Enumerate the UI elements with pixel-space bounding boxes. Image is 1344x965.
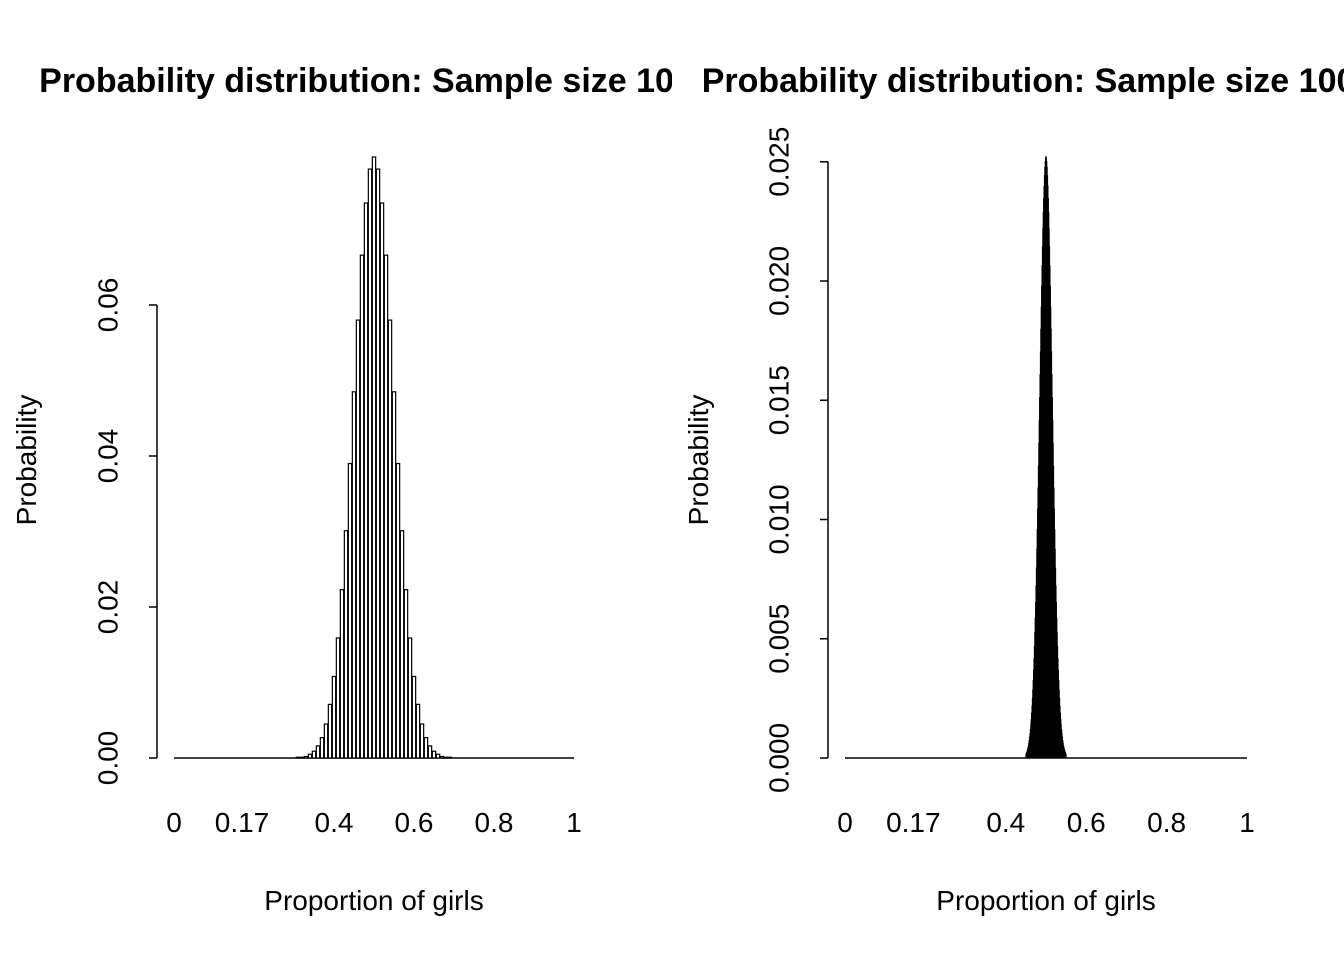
x-tick-label: 0.17 bbox=[215, 807, 270, 838]
bar bbox=[388, 320, 391, 758]
bar bbox=[348, 464, 351, 758]
bar bbox=[432, 751, 435, 758]
bar bbox=[424, 738, 427, 758]
y-tick-label: 0.010 bbox=[763, 484, 794, 554]
bar bbox=[340, 590, 343, 758]
y-tick-label: 0.02 bbox=[92, 580, 123, 635]
y-tick-label: 0.015 bbox=[763, 365, 794, 435]
bar bbox=[376, 169, 379, 758]
x-tick-label: 0 bbox=[837, 807, 853, 838]
bar bbox=[416, 704, 419, 758]
bar bbox=[304, 756, 307, 758]
y-axis-label: Probability bbox=[11, 395, 42, 526]
x-tick-label: 0.8 bbox=[475, 807, 514, 838]
x-tick-label: 0.8 bbox=[1147, 807, 1186, 838]
chart-title: Probability distribution: Sample size 10… bbox=[702, 62, 1344, 100]
y-axis-label: Probability bbox=[683, 395, 714, 526]
bar bbox=[448, 757, 451, 758]
bar bbox=[404, 590, 407, 758]
x-tick-label: 0.4 bbox=[315, 807, 354, 838]
bar bbox=[408, 638, 411, 758]
bar bbox=[324, 724, 327, 758]
x-tick-label: 1 bbox=[566, 807, 582, 838]
bar bbox=[444, 757, 447, 758]
bar bbox=[396, 464, 399, 758]
panel: Probability distribution: Sample size 10… bbox=[683, 62, 1344, 916]
y-tick-label: 0.06 bbox=[92, 278, 123, 333]
bar bbox=[320, 738, 323, 758]
x-tick-label: 0.17 bbox=[886, 807, 941, 838]
bar bbox=[308, 754, 311, 758]
bar bbox=[392, 392, 395, 758]
bar bbox=[332, 676, 335, 758]
y-tick-label: 0.04 bbox=[92, 429, 123, 484]
x-axis-label: Proportion of girls bbox=[264, 885, 483, 916]
bar bbox=[316, 746, 319, 758]
bar bbox=[440, 756, 443, 758]
bar bbox=[380, 203, 383, 758]
bar bbox=[372, 157, 375, 758]
x-tick-label: 0.6 bbox=[395, 807, 434, 838]
y-tick-label: 0.020 bbox=[763, 246, 794, 316]
bar bbox=[312, 751, 315, 758]
bar bbox=[296, 757, 299, 758]
x-axis-label: Proportion of girls bbox=[936, 885, 1155, 916]
y-tick-label: 0.00 bbox=[92, 731, 123, 786]
bar bbox=[344, 531, 347, 758]
bar bbox=[364, 203, 367, 758]
bar bbox=[300, 757, 303, 758]
bar bbox=[420, 724, 423, 758]
y-tick-label: 0.000 bbox=[763, 723, 794, 793]
panel: Probability distribution: Sample size 10… bbox=[11, 62, 693, 916]
bar bbox=[336, 638, 339, 758]
bar bbox=[428, 746, 431, 758]
bar bbox=[360, 255, 363, 758]
bar bbox=[436, 754, 439, 758]
x-tick-label: 0.4 bbox=[986, 807, 1025, 838]
bar bbox=[384, 255, 387, 758]
y-tick-label: 0.005 bbox=[763, 604, 794, 674]
bar bbox=[328, 704, 331, 758]
bar bbox=[368, 169, 371, 758]
bar bbox=[400, 531, 403, 758]
x-tick-label: 0.6 bbox=[1067, 807, 1106, 838]
bar bbox=[412, 676, 415, 758]
x-tick-label: 1 bbox=[1239, 807, 1255, 838]
bar bbox=[352, 392, 355, 758]
y-tick-label: 0.025 bbox=[763, 127, 794, 197]
x-tick-label: 0 bbox=[166, 807, 182, 838]
bar bbox=[356, 320, 359, 758]
chart-title: Probability distribution: Sample size 10… bbox=[39, 62, 693, 100]
